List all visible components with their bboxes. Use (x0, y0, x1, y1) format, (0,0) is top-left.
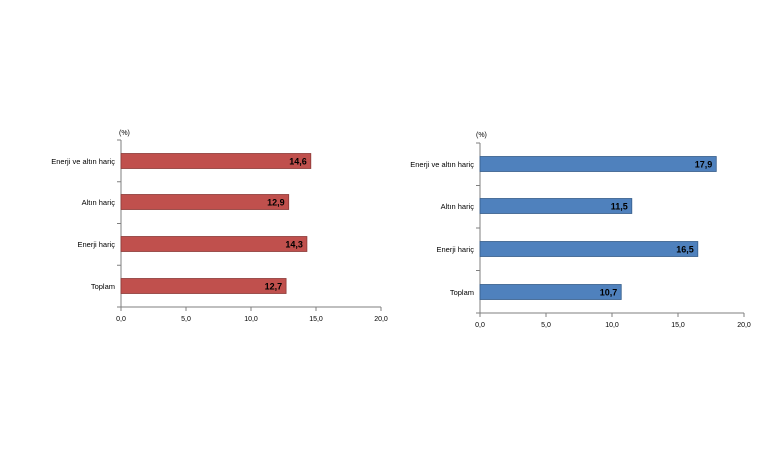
category-label: Toplam (450, 288, 474, 297)
bar (120, 236, 308, 252)
data-label: 11,5 (611, 202, 628, 212)
x-tick-label: 5,0 (181, 316, 191, 323)
x-tick-label: 15,0 (671, 322, 685, 329)
x-tick-label: 0,0 (475, 322, 485, 329)
unit-label: (%) (476, 132, 487, 139)
bar (120, 194, 290, 210)
data-label: 14,3 (285, 240, 303, 250)
data-label: 14,6 (289, 157, 307, 167)
bar (120, 153, 312, 169)
category-label: Altın hariç (441, 202, 475, 211)
bar (120, 278, 287, 294)
data-label: 17,9 (695, 160, 713, 170)
x-tick-label: 5,0 (541, 322, 551, 329)
data-label: 12,7 (265, 282, 283, 292)
x-tick-label: 0,0 (116, 316, 126, 323)
bar (479, 156, 717, 172)
x-tick-label: 20,0 (737, 322, 751, 329)
bar (479, 284, 622, 300)
category-label: Toplam (91, 282, 115, 291)
x-tick-label: 10,0 (244, 316, 258, 323)
bar (479, 241, 699, 257)
category-label: Altın hariç (82, 198, 116, 207)
category-label: Enerji hariç (436, 245, 474, 254)
data-label: 12,9 (267, 198, 285, 208)
x-tick-label: 10,0 (605, 322, 619, 329)
bar (479, 198, 633, 214)
unit-label: (%) (119, 130, 130, 137)
x-tick-label: 20,0 (374, 316, 388, 323)
x-tick-label: 15,0 (309, 316, 323, 323)
category-label: Enerji ve altın hariç (51, 157, 115, 166)
data-label: 16,5 (676, 245, 694, 255)
data-label: 10,7 (600, 288, 618, 298)
category-label: Enerji hariç (77, 240, 115, 249)
category-label: Enerji ve altın hariç (410, 160, 474, 169)
